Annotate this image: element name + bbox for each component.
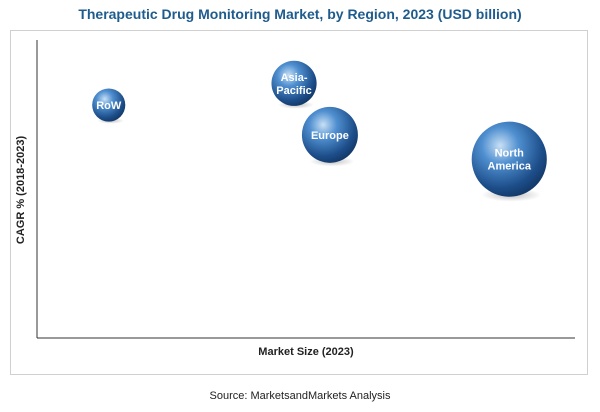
chart-title: Therapeutic Drug Monitoring Market, by R…: [78, 6, 522, 22]
bubble-row: RoW: [92, 88, 126, 124]
x-axis-label: Market Size (2023): [258, 346, 354, 358]
bubble-label: Europe: [311, 130, 349, 142]
bubble-label: RoW: [96, 100, 122, 112]
bubble-label: North America: [488, 148, 532, 173]
y-axis-label: CAGR % (2018-2023): [15, 136, 27, 245]
chart-frame: [10, 30, 588, 375]
bubble-asia-pacific: Asia-Pacific: [271, 60, 317, 109]
bubble-circle: [271, 60, 317, 106]
bubble-label: Asia-Pacific: [276, 72, 311, 97]
bubble-circle: [471, 121, 547, 197]
bubble-europe: Europe: [301, 106, 358, 167]
bubble-circle: [301, 106, 358, 163]
bubble-north-america: North America: [471, 121, 547, 202]
bubble-series: RoW Asia-Pacific Europe North America: [92, 60, 547, 202]
source-note: Source: MarketsandMarkets Analysis: [209, 390, 391, 402]
bubble-circle: [92, 88, 126, 122]
